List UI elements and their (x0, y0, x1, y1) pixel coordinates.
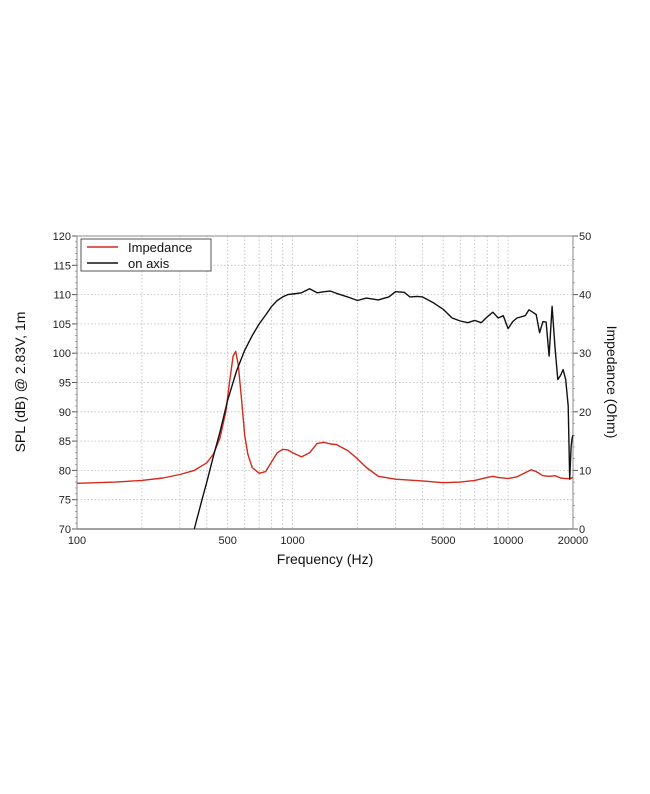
y2-tick-label: 40 (579, 290, 591, 302)
x-tick-label: 10000 (493, 535, 524, 547)
y2-tick-label: 10 (579, 465, 591, 477)
x-axis-label: Frequency (Hz) (277, 551, 373, 567)
y-tick-label: 70 (59, 524, 71, 536)
y2-axis-label: Impedance (Ohm) (604, 326, 620, 439)
y2-tick-label: 30 (579, 348, 591, 360)
series-line-on-axis (193, 288, 574, 530)
y-tick-label: 90 (59, 407, 71, 419)
left-y-axis-ticks: 70 75 80 85 90 95 100 105 110 115 120 (53, 231, 77, 536)
series-line-impedance (76, 350, 574, 484)
y-tick-label: 95 (59, 378, 71, 390)
y2-tick-label: 20 (579, 407, 591, 419)
legend: Impedance on axis (80, 238, 212, 272)
right-y-axis-ticks: 0 10 20 30 40 50 (573, 231, 591, 536)
data-series (76, 288, 574, 530)
x-tick-label: 500 (218, 535, 236, 547)
y-tick-label: 75 (59, 495, 71, 507)
y2-tick-label: 0 (579, 524, 585, 536)
y-tick-label: 120 (53, 231, 71, 243)
x-tick-label: 5000 (431, 535, 455, 547)
grid-lines (77, 236, 573, 530)
x-tick-label: 20000 (558, 535, 589, 547)
x-tick-label: 100 (68, 535, 86, 547)
x-axis-ticks: 100 500 1000 5000 10000 20000 (68, 535, 588, 547)
x-tick-label: 1000 (280, 535, 304, 547)
legend-label-impedance: Impedance (128, 240, 192, 255)
y2-tick-label: 50 (579, 231, 591, 243)
y-axis-label: SPL (dB) @ 2.83V, 1m (12, 312, 28, 453)
y-tick-label: 115 (53, 260, 71, 272)
legend-label-on-axis: on axis (128, 256, 170, 271)
y-tick-label: 100 (53, 348, 71, 360)
y-tick-label: 80 (59, 465, 71, 477)
y-tick-label: 85 (59, 436, 71, 448)
y-tick-label: 110 (53, 290, 71, 302)
y-tick-label: 105 (53, 319, 71, 331)
legend-box (80, 238, 212, 272)
